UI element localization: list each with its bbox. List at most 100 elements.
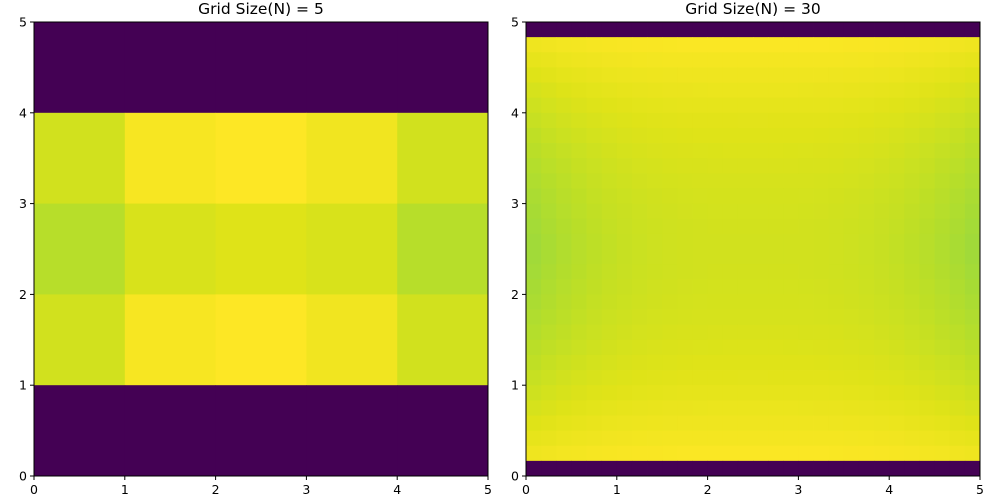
heatmap-cell: [526, 52, 542, 68]
heatmap-cell: [541, 385, 557, 401]
heatmap-cell: [526, 264, 542, 280]
heatmap-cell: [737, 249, 754, 265]
heatmap-cell: [753, 324, 769, 341]
heatmap-cell: [889, 37, 905, 53]
heatmap-cell: [753, 97, 769, 114]
heatmap-cell: [737, 324, 754, 341]
heatmap-cell: [798, 22, 814, 38]
heatmap-cell: [889, 264, 905, 280]
heatmap-cell: [919, 97, 935, 114]
heatmap-cell: [889, 52, 905, 68]
heatmap-cell: [858, 173, 875, 189]
heatmap-cell: [874, 97, 890, 114]
heatmap-cell: [768, 294, 784, 310]
heatmap-cell: [828, 22, 845, 38]
heatmap-cell: [631, 233, 648, 250]
heatmap-cell: [964, 445, 981, 462]
heatmap-cell: [631, 188, 648, 204]
heatmap-cell: [783, 97, 799, 114]
heatmap-cell: [677, 324, 693, 341]
heatmap-cell: [692, 460, 708, 477]
heatmap-cell: [571, 324, 587, 341]
heatmap-cell: [813, 52, 830, 68]
heatmap-cell: [874, 249, 890, 265]
heatmap-cell: [722, 67, 739, 83]
heatmap-cell: [601, 324, 618, 341]
heatmap-cell: [571, 400, 587, 416]
heatmap-cell: [798, 339, 814, 356]
heatmap-cell: [949, 127, 966, 144]
y-tick-label: 3: [511, 196, 519, 211]
heatmap-cell: [526, 309, 542, 326]
heatmap-cell: [889, 173, 905, 189]
heatmap-cell: [949, 430, 966, 447]
heatmap-cell: [889, 218, 905, 235]
heatmap-cell: [692, 158, 708, 174]
heatmap-cell: [306, 385, 398, 477]
heatmap-cell: [843, 233, 860, 250]
heatmap-cell: [934, 370, 951, 386]
heatmap-cell: [934, 339, 951, 356]
heatmap-cell: [601, 173, 618, 189]
heatmap-cell: [753, 400, 769, 416]
heatmap-cell: [934, 294, 951, 310]
heatmap-cell: [919, 218, 935, 235]
heatmap-cell: [707, 445, 724, 462]
heatmap-cell: [556, 22, 572, 38]
heatmap-cell: [692, 143, 708, 159]
heatmap-cell: [692, 294, 708, 310]
heatmap-cell: [858, 415, 875, 431]
heatmap-cell: [813, 279, 830, 295]
heatmap-cell: [874, 385, 890, 401]
heatmap-cell: [753, 52, 769, 68]
heatmap-cell: [768, 460, 784, 477]
heatmap-cell: [662, 385, 678, 401]
heatmap-cell: [813, 460, 830, 477]
heatmap-cell: [813, 249, 830, 265]
heatmap-cell: [753, 233, 769, 250]
heatmap-cell: [753, 294, 769, 310]
heatmap-cell: [858, 445, 875, 462]
heatmap-cell: [949, 97, 966, 114]
heatmap-cell: [616, 370, 633, 386]
heatmap-cell: [934, 430, 951, 447]
heatmap-cell: [571, 203, 587, 220]
heatmap-cell: [813, 264, 830, 280]
heatmap-cell: [768, 127, 784, 144]
heatmap-cell: [828, 400, 845, 416]
heatmap-cell: [874, 445, 890, 462]
heatmap-cell: [783, 445, 799, 462]
heatmap-cell: [949, 400, 966, 416]
heatmap-cell: [753, 158, 769, 174]
heatmap-cell: [647, 82, 663, 99]
heatmap-cell: [631, 264, 648, 280]
heatmap-cell: [647, 385, 663, 401]
heatmap-cell: [556, 324, 572, 341]
x-tick-label: 2: [212, 482, 220, 497]
heatmap-cell: [753, 430, 769, 447]
heatmap-cell: [768, 173, 784, 189]
heatmap-cell: [707, 143, 724, 159]
heatmap-cell: [692, 188, 708, 204]
heatmap-cell: [677, 112, 693, 129]
heatmap-cell: [707, 385, 724, 401]
heatmap-cell: [858, 354, 875, 371]
heatmap-cell: [798, 354, 814, 371]
heatmap-cell: [541, 279, 557, 295]
heatmap-cell: [556, 309, 572, 326]
heatmap-cell: [737, 415, 754, 431]
heatmap-cell: [813, 97, 830, 114]
heatmap-cell: [556, 52, 572, 68]
heatmap-cell: [692, 339, 708, 356]
heatmap-cell: [858, 188, 875, 204]
heatmap-cell: [215, 112, 307, 204]
heatmap-cell: [783, 354, 799, 371]
heatmap-cell: [586, 430, 603, 447]
heatmap-cell: [934, 127, 951, 144]
heatmap-cell: [768, 67, 784, 83]
heatmap-cell: [828, 445, 845, 462]
heatmap-cell: [798, 173, 814, 189]
heatmap-cell: [768, 370, 784, 386]
heatmap-cell: [526, 400, 542, 416]
heatmap-cell: [616, 82, 633, 99]
